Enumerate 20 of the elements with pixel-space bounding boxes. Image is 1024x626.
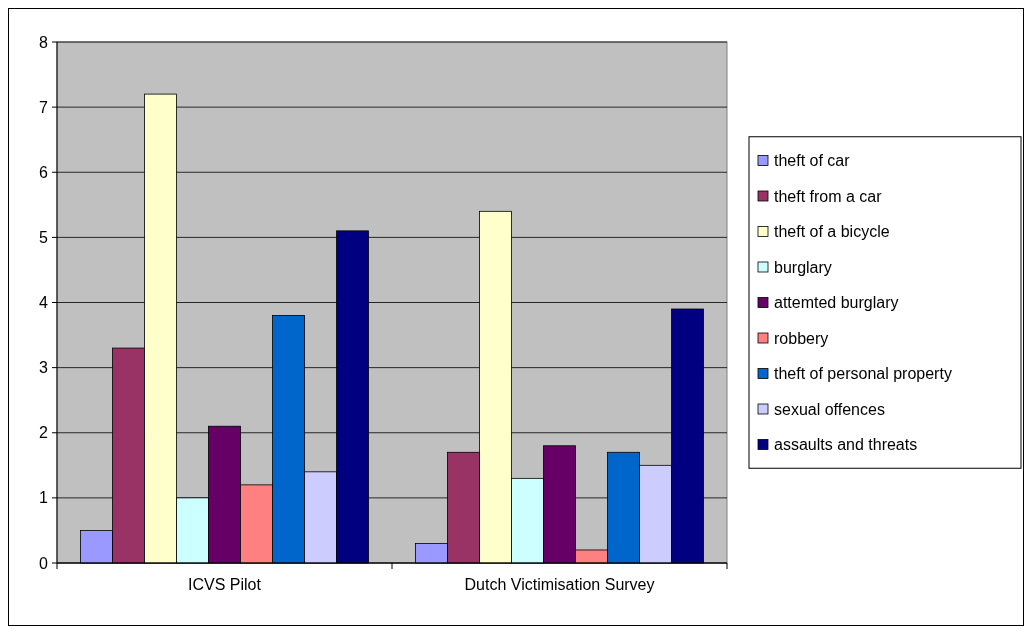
x-tick-label: ICVS Pilot (188, 576, 262, 593)
y-tick-label: 1 (39, 489, 49, 507)
y-tick-label: 6 (39, 163, 49, 181)
legend-label: burglary (774, 258, 832, 276)
legend-label: theft of a bicycle (774, 223, 890, 241)
y-tick-label: 8 (39, 33, 49, 51)
legend-label: robbery (774, 329, 829, 347)
legend-label: theft of personal property (774, 365, 952, 383)
legend-label: attemted burglary (774, 294, 899, 312)
y-tick-label: 5 (39, 228, 49, 246)
x-tick-label: Dutch Victimisation Survey (464, 576, 655, 593)
y-tick-label: 4 (39, 294, 49, 312)
y-tick-label: 7 (39, 98, 49, 116)
y-tick-label: 0 (39, 554, 49, 572)
y-tick-label: 2 (39, 424, 49, 442)
legend-label: theft from a car (774, 187, 883, 205)
legend-label: assaults and threats (774, 436, 918, 454)
legend-label: sexual offences (774, 400, 885, 418)
y-tick-label: 3 (39, 359, 49, 377)
legend-label: theft of car (774, 152, 851, 170)
